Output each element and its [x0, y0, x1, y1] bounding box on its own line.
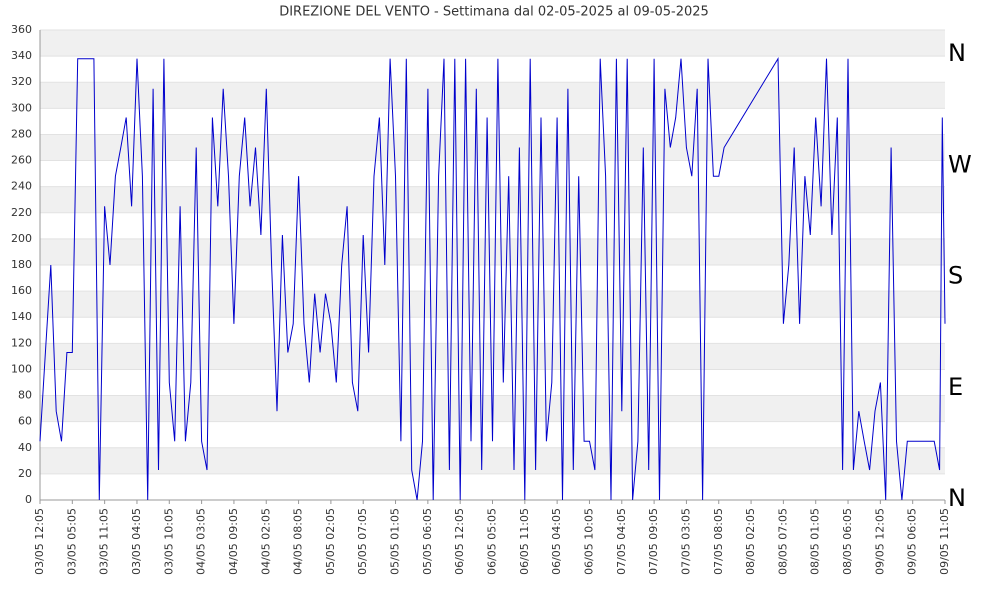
y-tick-label: 60 [18, 415, 32, 428]
compass-label: N [948, 39, 966, 67]
y-tick-label: 240 [11, 180, 32, 193]
x-tick-label: 07/05 03:05 [679, 508, 692, 575]
y-tick-label: 0 [25, 493, 32, 506]
x-tick-label: 05/05 01:05 [389, 508, 402, 575]
data-line [39, 56, 946, 501]
x-tick-label: 07/05 08:05 [712, 508, 725, 575]
x-tick-label: 03/05 04:05 [130, 508, 143, 575]
y-tick-label: 40 [18, 441, 32, 454]
x-tick-label: 03/05 12:05 [33, 508, 46, 575]
grid-band [40, 447, 945, 474]
x-tick-label: 04/05 09:05 [227, 508, 240, 575]
x-tick-label: 08/05 02:05 [744, 508, 757, 575]
x-tick-label: 04/05 02:05 [259, 508, 272, 575]
grid-band [40, 186, 945, 213]
x-tick-label: 05/05 02:05 [324, 508, 337, 575]
y-tick-label: 100 [11, 362, 32, 375]
chart-title: DIREZIONE DEL VENTO - Settimana dal 02-0… [279, 5, 709, 20]
y-tick-label: 340 [11, 49, 32, 62]
y-tick-label: 360 [11, 23, 32, 36]
x-tick-label: 07/05 09:05 [647, 508, 660, 575]
y-tick-label: 20 [18, 467, 32, 480]
x-tick-label: 07/05 04:05 [615, 508, 628, 575]
y-tick-label: 80 [18, 389, 32, 402]
x-tick-label: 08/05 07:05 [776, 508, 789, 575]
grid-band [40, 82, 945, 109]
x-tick-label: 03/05 10:05 [162, 508, 175, 575]
x-tick-label: 09/05 11:05 [938, 508, 951, 575]
x-tick-label: 06/05 04:05 [550, 508, 563, 575]
x-tick-label: 09/05 06:05 [906, 508, 919, 575]
grid-band [40, 291, 945, 318]
x-tick-label: 08/05 06:05 [841, 508, 854, 575]
grid-band [40, 238, 945, 265]
grid-band [40, 30, 945, 57]
x-tick-label: 09/05 12:05 [873, 508, 886, 575]
y-tick-label: 120 [11, 336, 32, 349]
grid-band [40, 134, 945, 161]
x-tick-label: 03/05 05:05 [65, 508, 78, 575]
y-tick-label: 220 [11, 206, 32, 219]
x-tick-label: 04/05 03:05 [195, 508, 208, 575]
x-tick-label: 06/05 12:05 [453, 508, 466, 575]
x-tick-label: 05/05 07:05 [356, 508, 369, 575]
x-tick-label: 06/05 11:05 [518, 508, 531, 575]
y-tick-label: 140 [11, 310, 32, 323]
x-tick-label: 05/05 06:05 [421, 508, 434, 575]
compass-label: E [948, 373, 963, 401]
compass-label: W [948, 150, 972, 178]
y-tick-label: 180 [11, 258, 32, 271]
x-tick-label: 08/05 01:05 [809, 508, 822, 575]
x-tick-label: 03/05 11:05 [98, 508, 111, 575]
y-tick-label: 280 [11, 127, 32, 140]
compass-label: S [948, 262, 963, 290]
y-tick-label: 320 [11, 75, 32, 88]
y-tick-label: 300 [11, 101, 32, 114]
x-tick-label: 06/05 05:05 [486, 508, 499, 575]
compass-label: N [948, 484, 966, 512]
y-tick-label: 160 [11, 284, 32, 297]
x-tick-label: 04/05 08:05 [292, 508, 305, 575]
grid-band [40, 343, 945, 370]
y-tick-label: 200 [11, 232, 32, 245]
y-tick-label: 260 [11, 154, 32, 167]
x-tick-label: 06/05 10:05 [582, 508, 595, 575]
